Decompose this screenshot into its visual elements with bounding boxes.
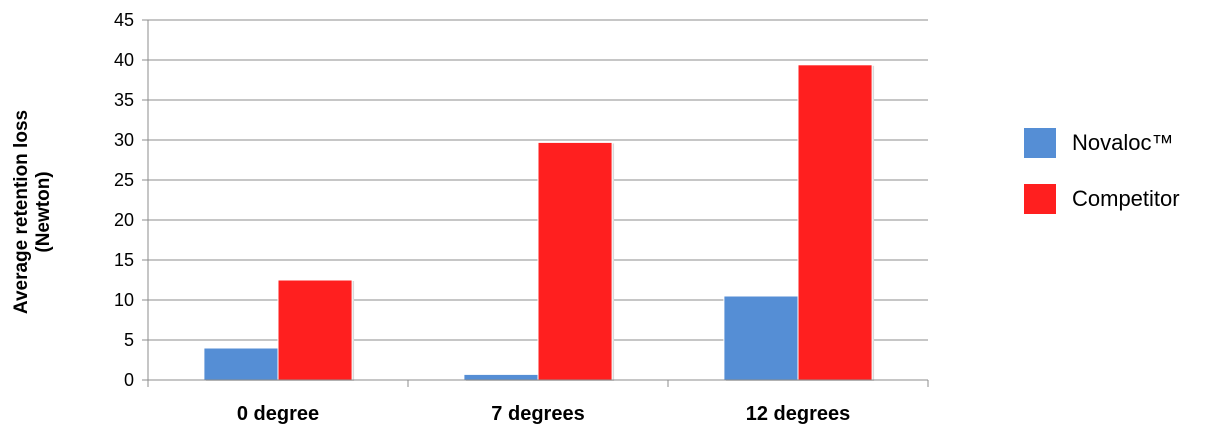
x-axis-categories: 0 degree 7 degrees 12 degrees xyxy=(237,403,850,425)
y-tick-label: 10 xyxy=(114,290,134,310)
bar-competitor-1 xyxy=(537,141,613,381)
y-tick-label: 5 xyxy=(124,330,134,350)
y-tick-label: 25 xyxy=(114,170,134,190)
x-category-label: 0 degree xyxy=(237,403,319,425)
y-axis-ticks: 0 5 10 15 20 25 30 35 40 45 xyxy=(114,10,148,390)
bar-novaloc-2 xyxy=(723,295,799,381)
bars xyxy=(203,64,875,382)
bar-competitor-0 xyxy=(277,279,353,381)
legend: Novaloc™ Competitor xyxy=(1024,128,1180,240)
axes xyxy=(147,20,929,387)
x-category-label: 7 degrees xyxy=(491,403,584,425)
bar-novaloc-1 xyxy=(463,373,539,381)
legend-item-competitor: Competitor xyxy=(1024,184,1180,214)
legend-swatch-competitor xyxy=(1024,184,1056,214)
y-tick-label: 20 xyxy=(114,210,134,230)
y-tick-label: 0 xyxy=(124,370,134,390)
bar-novaloc-0 xyxy=(203,347,279,381)
y-axis-label-line1: Average retention loss xyxy=(11,110,32,314)
x-category-label: 12 degrees xyxy=(746,403,851,425)
legend-label-competitor: Competitor xyxy=(1072,186,1180,211)
y-tick-label: 35 xyxy=(114,90,134,110)
y-tick-label: 40 xyxy=(114,50,134,70)
bar-competitor-2 xyxy=(797,64,873,381)
legend-label-novaloc: Novaloc™ xyxy=(1072,130,1174,155)
y-tick-label: 15 xyxy=(114,250,134,270)
y-tick-label: 45 xyxy=(114,10,134,30)
legend-item-novaloc: Novaloc™ xyxy=(1024,128,1180,158)
y-axis-label-line2: (Newton) xyxy=(33,171,54,252)
y-tick-label: 30 xyxy=(114,130,134,150)
legend-swatch-novaloc xyxy=(1024,128,1056,158)
